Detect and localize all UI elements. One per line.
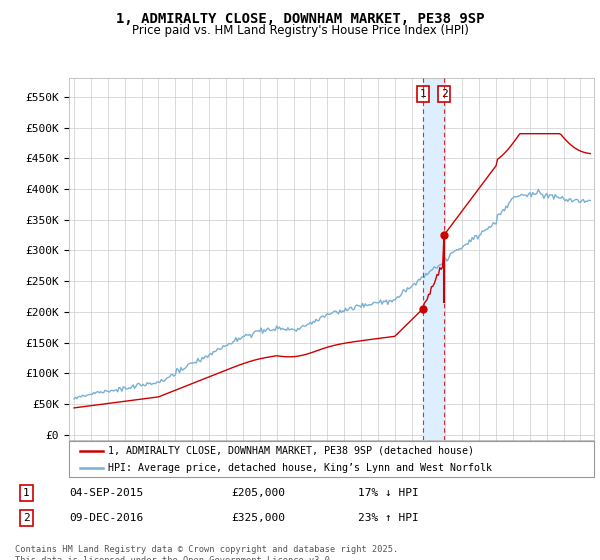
- Text: 17% ↓ HPI: 17% ↓ HPI: [358, 488, 418, 498]
- Text: 1: 1: [419, 88, 427, 99]
- Text: 1: 1: [23, 488, 30, 498]
- Text: 09-DEC-2016: 09-DEC-2016: [70, 513, 144, 523]
- Text: £205,000: £205,000: [231, 488, 285, 498]
- Text: 1, ADMIRALTY CLOSE, DOWNHAM MARKET, PE38 9SP: 1, ADMIRALTY CLOSE, DOWNHAM MARKET, PE38…: [116, 12, 484, 26]
- Text: 2: 2: [23, 513, 30, 523]
- Text: Price paid vs. HM Land Registry's House Price Index (HPI): Price paid vs. HM Land Registry's House …: [131, 24, 469, 36]
- Text: 1, ADMIRALTY CLOSE, DOWNHAM MARKET, PE38 9SP (detached house): 1, ADMIRALTY CLOSE, DOWNHAM MARKET, PE38…: [109, 446, 475, 456]
- Text: £325,000: £325,000: [231, 513, 285, 523]
- Text: Contains HM Land Registry data © Crown copyright and database right 2025.
This d: Contains HM Land Registry data © Crown c…: [15, 545, 398, 560]
- Text: 04-SEP-2015: 04-SEP-2015: [70, 488, 144, 498]
- Text: 2: 2: [441, 88, 448, 99]
- Bar: [423, 78, 444, 440]
- Text: HPI: Average price, detached house, King’s Lynn and West Norfolk: HPI: Average price, detached house, King…: [109, 463, 493, 473]
- Text: 23% ↑ HPI: 23% ↑ HPI: [358, 513, 418, 523]
